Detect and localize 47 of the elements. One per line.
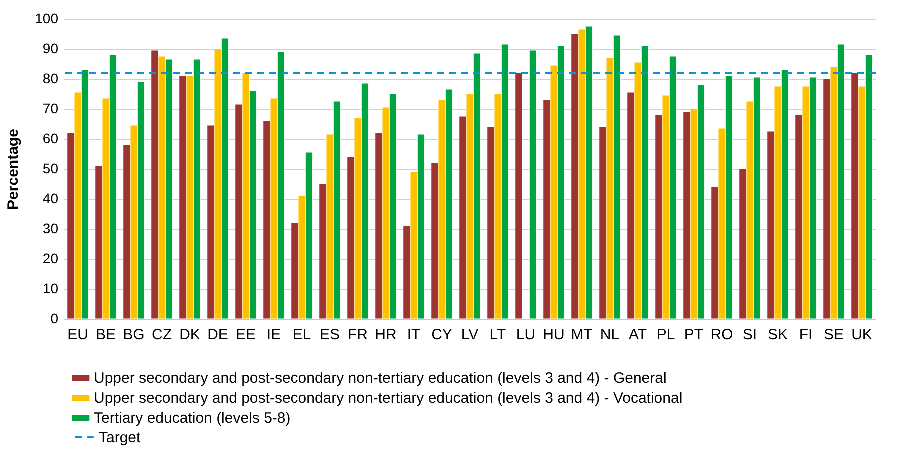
- x-tick-label: IT: [407, 326, 421, 344]
- x-tick-label: HR: [375, 326, 397, 344]
- legend-label: Upper secondary and post-secondary non-tertiary education (levels 3 and 4) - General: [94, 370, 667, 387]
- x-tick-label: CY: [432, 326, 452, 344]
- x-tick-label: LU: [516, 326, 536, 344]
- x-tick-label: NL: [600, 326, 620, 344]
- x-tick-label: HU: [543, 326, 565, 344]
- legend-label: Target: [99, 430, 142, 446]
- x-tick-label: FI: [799, 326, 813, 344]
- y-tick-label: 40: [42, 190, 59, 206]
- y-tick-label: 60: [42, 130, 59, 146]
- y-tick-label: 20: [42, 250, 59, 266]
- x-tick-label: EL: [292, 326, 312, 344]
- bar: [515, 72, 523, 320]
- y-tick-label: 30: [42, 220, 59, 236]
- x-tick-label: IE: [266, 326, 282, 344]
- x-tick-label: BE: [96, 326, 116, 344]
- x-tick-label: AT: [628, 326, 648, 344]
- x-tick-label: LV: [461, 326, 479, 344]
- legend-label: Tertiary education (levels 5-8): [94, 410, 291, 427]
- x-tick-label: PT: [684, 326, 704, 344]
- y-tick-label: 80: [42, 70, 59, 86]
- y-tick-label: 50: [42, 160, 59, 176]
- x-tick-label: DK: [180, 326, 200, 344]
- y-tick-label: 90: [42, 40, 59, 56]
- x-tick-label: MT: [571, 326, 593, 344]
- y-tick-label: 0: [50, 310, 59, 326]
- x-tick-label: BG: [123, 326, 145, 344]
- x-tick-label: SI: [742, 326, 758, 344]
- x-tick-label: UK: [852, 326, 872, 344]
- x-tick-label: CZ: [152, 326, 172, 344]
- x-tick-label: LT: [490, 326, 506, 344]
- x-tick-label: FR: [348, 326, 368, 344]
- y-axis-title: Percentage: [5, 129, 22, 210]
- x-tick-label: PL: [656, 326, 676, 344]
- legend-label: Upper secondary and post-secondary non-tertiary education (levels 3 and 4) - Vocational: [94, 390, 683, 407]
- x-tick-label: EU: [68, 326, 88, 344]
- y-tick-label: 70: [42, 100, 59, 116]
- y-tick-label: 100: [35, 10, 59, 26]
- x-tick-label: SK: [768, 326, 788, 344]
- x-tick-label: EE: [236, 326, 256, 344]
- x-tick-label: SE: [824, 326, 844, 344]
- x-tick-label: ES: [320, 326, 340, 344]
- x-tick-label: DE: [208, 326, 228, 344]
- y-tick-label: 10: [42, 280, 59, 296]
- x-tick-label: RO: [710, 326, 734, 344]
- bar: [529, 50, 537, 320]
